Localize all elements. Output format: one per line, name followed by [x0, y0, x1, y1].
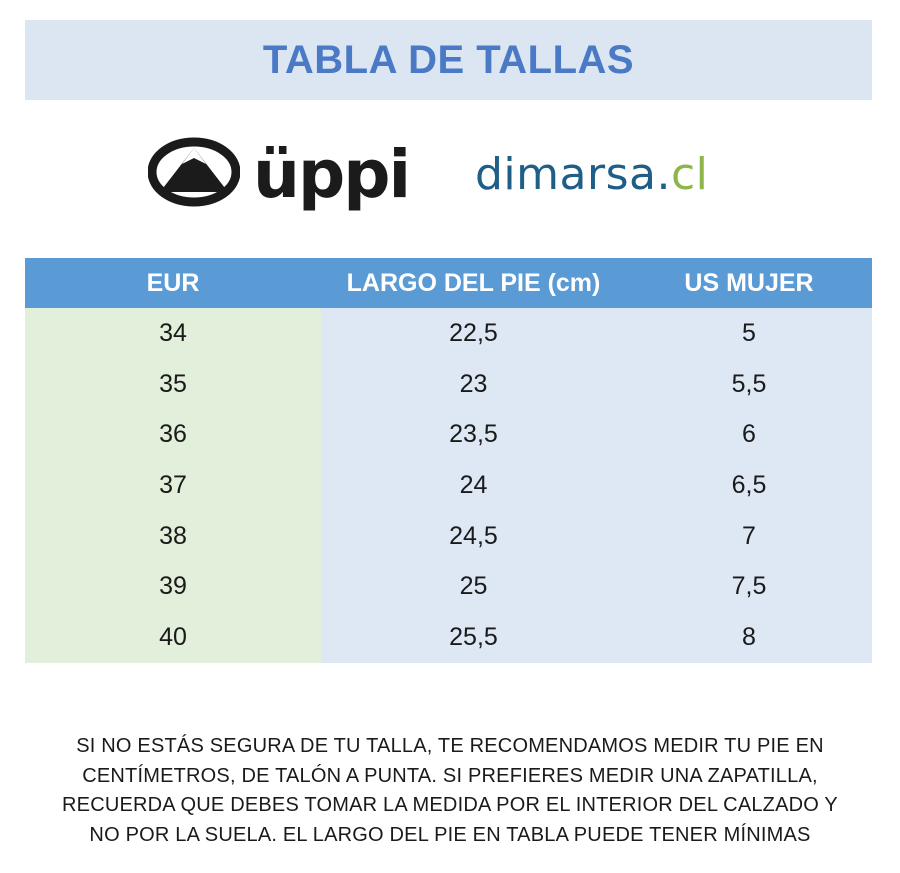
- cell-us: 7,5: [626, 561, 872, 613]
- cell-eur: 39: [25, 561, 321, 613]
- table-row: 36 23,5 6: [25, 409, 872, 461]
- table-header-row: EUR LARGO DEL PIE (cm) US MUJER: [25, 258, 872, 308]
- cell-us: 8: [626, 612, 872, 663]
- cell-eur: 36: [25, 409, 321, 461]
- note-line: SI NO ESTÁS SEGURA DE TU TALLA, TE RECOM…: [76, 735, 824, 757]
- cell-largo: 23: [321, 358, 626, 410]
- cell-eur: 38: [25, 510, 321, 562]
- cell-us: 6: [626, 409, 872, 461]
- page-title: TABLA DE TALLAS: [262, 37, 635, 82]
- note-line: CENTÍMETROS, DE TALÓN A PUNTA. SI PREFIE…: [82, 764, 818, 787]
- cell-largo: 22,5: [321, 308, 626, 359]
- mountain-circle-icon: [148, 137, 240, 207]
- header-eur: EUR: [25, 258, 321, 308]
- cell-eur: 40: [25, 612, 321, 663]
- cell-us: 5: [626, 308, 872, 359]
- cell-us: 6,5: [626, 460, 872, 511]
- header-largo-del-pie: LARGO DEL PIE (cm): [321, 258, 626, 308]
- cell-largo: 25,5: [321, 612, 626, 663]
- cell-eur: 35: [25, 358, 321, 410]
- uppi-wordmark: üppi: [253, 136, 411, 213]
- measurement-note: SI NO ESTÁS SEGURA DE TU TALLA, TE RECOM…: [40, 732, 860, 850]
- cell-us: 7: [626, 510, 872, 562]
- cell-largo: 24,5: [321, 510, 626, 562]
- brand-logos: üppi dimarsa.cl: [130, 118, 770, 233]
- cell-largo: 24: [321, 460, 626, 511]
- note-line: NO POR LA SUELA. EL LARGO DEL PIE EN TAB…: [89, 823, 811, 846]
- table-row: 40 25,5 8: [25, 612, 872, 663]
- cell-largo: 25: [321, 561, 626, 613]
- dimarsa-dot: .: [656, 149, 671, 200]
- table-row: 38 24,5 7: [25, 510, 872, 562]
- dimarsa-logo: dimarsa.cl: [475, 150, 708, 200]
- table-row: 39 25 7,5: [25, 561, 872, 613]
- cell-eur: 34: [25, 308, 321, 359]
- cell-largo: 23,5: [321, 409, 626, 461]
- uppi-logo: üppi: [148, 134, 411, 216]
- cell-us: 5,5: [626, 358, 872, 410]
- note-line: RECUERDA QUE DEBES TOMAR LA MEDIDA POR E…: [62, 794, 838, 816]
- table-row: 37 24 6,5: [25, 460, 872, 511]
- header-us-mujer: US MUJER: [626, 258, 872, 308]
- table-row: 34 22,5 5: [25, 308, 872, 359]
- dimarsa-wordmark: dimarsa: [475, 149, 657, 200]
- size-table: EUR LARGO DEL PIE (cm) US MUJER 34 22,5 …: [25, 258, 872, 663]
- dimarsa-tld: cl: [670, 149, 709, 200]
- title-band: TABLA DE TALLAS: [25, 20, 872, 100]
- cell-eur: 37: [25, 460, 321, 511]
- table-row: 35 23 5,5: [25, 358, 872, 410]
